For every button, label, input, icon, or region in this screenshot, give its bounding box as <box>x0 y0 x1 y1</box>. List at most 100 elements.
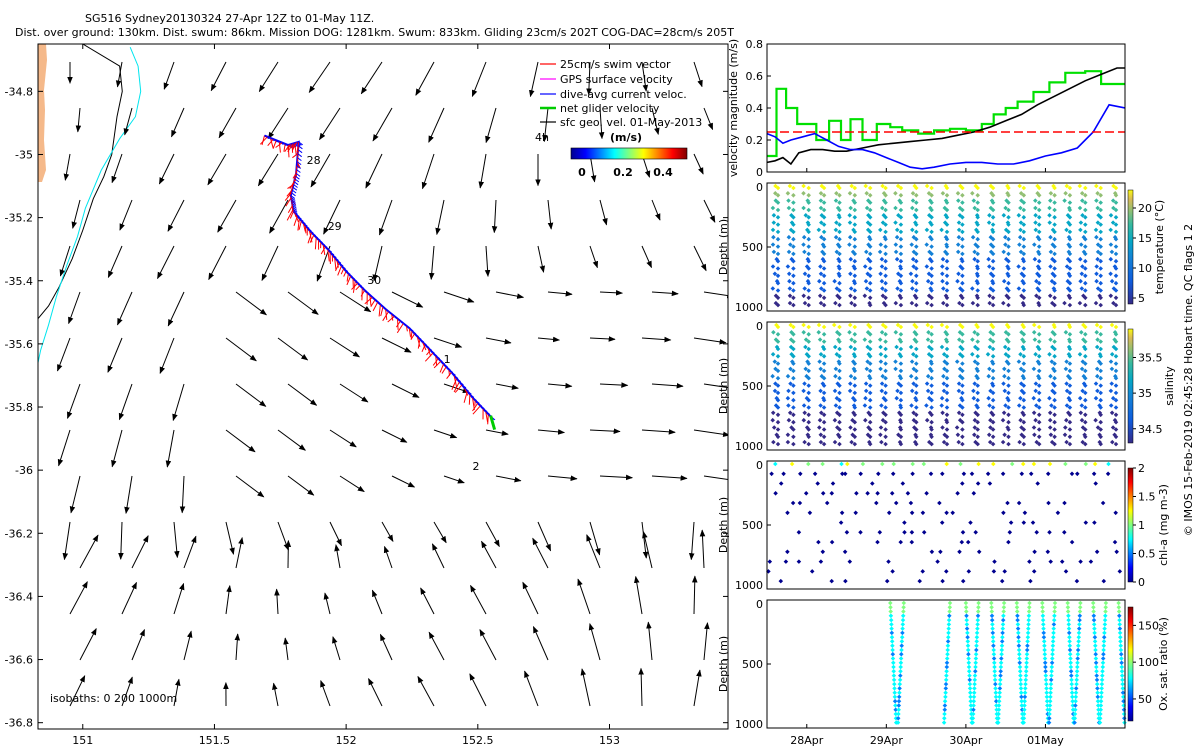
oxygen-point <box>1024 660 1029 666</box>
profile-point <box>986 373 991 379</box>
profile-point <box>801 234 807 240</box>
profile-point <box>1067 193 1073 198</box>
profile-point <box>852 405 858 410</box>
profile-point <box>1052 244 1057 249</box>
profile-point <box>971 198 977 203</box>
profile-point <box>1021 368 1027 374</box>
profile-point <box>1106 461 1111 467</box>
geo-vector-arrow <box>235 291 267 316</box>
profile-point <box>990 361 996 366</box>
profile-point <box>837 339 842 344</box>
profile-point <box>770 227 776 233</box>
oxygen-point <box>1078 600 1083 606</box>
profile-point <box>1067 427 1073 432</box>
vel-ytick-label: 0.4 <box>746 102 764 115</box>
profile-point <box>1048 432 1054 438</box>
profile-point <box>1001 510 1006 516</box>
profile-point <box>1033 220 1038 225</box>
profile-point <box>821 441 827 447</box>
colorbar-tick-0: 0 <box>578 166 586 179</box>
geo-vector-arrow <box>478 153 487 189</box>
profile-point <box>1098 441 1103 447</box>
profile-point <box>1033 417 1038 423</box>
profile-point <box>837 368 842 374</box>
profile-point <box>771 439 776 445</box>
dac-vector <box>435 355 441 360</box>
profile-point <box>820 491 826 496</box>
geo-vector-arrow <box>391 291 424 308</box>
profile-point <box>955 491 960 496</box>
profile-point <box>854 491 859 496</box>
swim-vector <box>395 320 401 328</box>
geo-vector-arrow <box>547 382 573 389</box>
swim-vector <box>370 299 376 307</box>
profile-point <box>971 395 977 401</box>
profile-point <box>990 368 996 374</box>
profile-point <box>1079 417 1085 423</box>
geo-vector-arrow <box>111 153 123 184</box>
time-xtick-label: 30Apr <box>949 734 983 747</box>
profile-point <box>944 288 950 293</box>
oxygen-point <box>1042 651 1048 657</box>
profile-point <box>1108 271 1113 277</box>
swim-vector <box>307 232 313 244</box>
depth-tick-label: 500 <box>742 519 763 532</box>
profile-point <box>852 288 858 293</box>
swim-vector <box>335 262 340 272</box>
profile-point <box>1064 417 1069 423</box>
profile-point <box>990 302 996 308</box>
swim-vector <box>387 315 395 323</box>
oxygen-point <box>1117 626 1123 631</box>
profile-point <box>914 295 919 301</box>
profile-point <box>1002 569 1007 574</box>
swim-vector <box>346 273 349 282</box>
profile-point <box>975 361 980 366</box>
profile-point <box>960 346 965 352</box>
profile-point <box>911 410 916 416</box>
profile-point <box>1109 278 1115 284</box>
geo-vector-arrow <box>123 107 133 136</box>
oxygen-point <box>899 634 905 640</box>
profile-point <box>791 193 796 198</box>
time-xtick-label: 28Apr <box>790 734 824 747</box>
profile-point <box>1052 390 1057 396</box>
dac-vector <box>297 153 303 158</box>
oxygen-point <box>965 639 971 644</box>
profile-point <box>1000 417 1006 423</box>
profile-point <box>939 520 945 525</box>
dac-vector <box>297 215 302 220</box>
geo-vector-arrow <box>693 61 703 88</box>
profile-point <box>791 332 796 337</box>
profile-point <box>1006 332 1011 337</box>
swim-vector <box>334 257 337 271</box>
dac-vector <box>411 330 417 335</box>
dac-vector <box>290 197 296 201</box>
profile-point <box>877 337 883 342</box>
geo-vector-arrow <box>703 291 728 299</box>
profile-point <box>818 264 823 269</box>
swim-vector <box>298 220 302 230</box>
oxygen-point <box>991 643 996 648</box>
oxygen-point <box>1015 617 1020 623</box>
geo-vector-arrow <box>641 521 649 559</box>
profile-point <box>1064 388 1070 394</box>
profile-point <box>1067 368 1073 374</box>
swim-vector <box>472 405 481 415</box>
swim-vector <box>372 301 379 312</box>
geo-vector-arrow <box>131 628 145 661</box>
profile-point <box>1063 425 1068 430</box>
profile-point <box>865 491 870 496</box>
profile-point <box>1033 213 1038 218</box>
profile-point <box>1028 471 1034 477</box>
depth-tick-label: 0 <box>756 598 763 611</box>
profile-point <box>1048 559 1053 564</box>
geo-vector-arrow <box>443 475 465 484</box>
geo-vector-arrow <box>469 673 487 707</box>
profile-point <box>1113 324 1119 330</box>
profile-point <box>806 324 811 330</box>
velocity-line <box>767 103 1125 170</box>
oxygen-point <box>1044 686 1049 691</box>
geo-vector-arrow <box>381 521 394 543</box>
profile-point <box>970 286 975 291</box>
profile-point <box>818 432 824 438</box>
